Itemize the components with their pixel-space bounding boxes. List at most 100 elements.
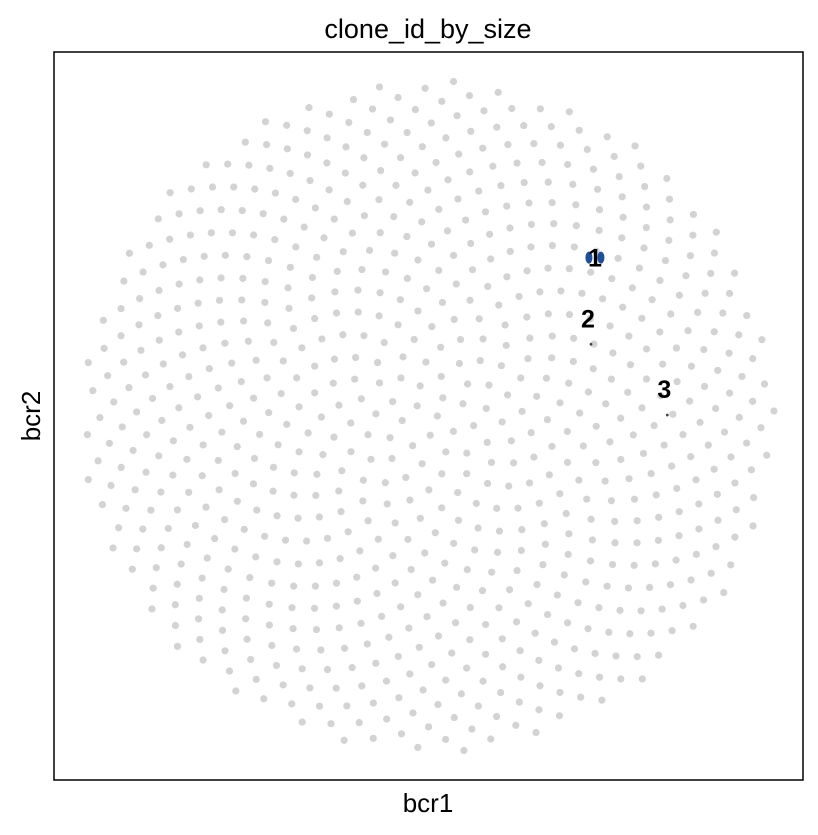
cell-point	[279, 357, 287, 365]
cell-point	[110, 398, 118, 406]
cell-point	[136, 295, 144, 303]
cell-point	[348, 229, 356, 237]
cell-point	[352, 353, 360, 362]
cell-point	[524, 355, 532, 363]
cell-point	[311, 582, 319, 590]
cell-point	[239, 274, 247, 282]
cell-point	[687, 576, 695, 584]
cell-point	[418, 460, 426, 468]
cell-point	[382, 677, 391, 685]
cell-point	[462, 216, 470, 224]
cell-point	[616, 606, 624, 614]
cell-point	[655, 513, 663, 521]
cell-point	[638, 675, 646, 683]
cell-point	[502, 341, 510, 350]
cell-point	[489, 162, 497, 170]
cell-point	[460, 746, 468, 755]
cell-point	[224, 565, 232, 573]
cell-point	[261, 298, 269, 307]
cell-point	[544, 610, 552, 619]
cell-point	[719, 309, 727, 317]
cell-point	[606, 322, 614, 330]
cell-point	[435, 266, 443, 274]
cell-point	[624, 584, 633, 592]
cell-point	[202, 161, 210, 169]
cell-point	[633, 652, 641, 661]
cell-point	[638, 404, 646, 412]
cell-point	[645, 583, 654, 592]
cell-point	[245, 161, 253, 169]
cell-point	[183, 540, 191, 549]
cell-point	[482, 404, 490, 413]
cell-point	[665, 236, 673, 244]
cell-point	[360, 154, 368, 162]
cell-point	[339, 248, 347, 256]
cell-point	[311, 314, 319, 323]
cell-point	[143, 431, 151, 439]
cell-point	[349, 95, 358, 104]
cell-point	[323, 134, 331, 142]
cell-point	[186, 423, 194, 431]
cell-point	[663, 174, 671, 183]
cell-point	[303, 151, 312, 159]
cell-point	[389, 552, 397, 560]
cell-point	[637, 162, 645, 170]
cell-point	[416, 514, 424, 522]
cell-point	[268, 579, 276, 587]
cell-point	[696, 418, 704, 426]
cell-point	[353, 597, 361, 605]
cell-point	[157, 544, 165, 552]
cell-point	[145, 241, 153, 249]
cell-point	[592, 422, 600, 430]
cell-point	[689, 210, 698, 219]
cell-point	[731, 479, 739, 487]
cell-point	[675, 508, 683, 516]
cell-point	[639, 449, 648, 458]
cell-point	[704, 441, 712, 449]
cell-point	[409, 442, 417, 450]
cell-point	[438, 470, 446, 478]
cell-point	[614, 254, 622, 262]
clone-1-point	[597, 251, 605, 264]
cell-point	[714, 366, 722, 375]
cell-point	[712, 404, 720, 413]
cell-point	[556, 141, 565, 149]
cell-point	[389, 398, 397, 406]
cell-point	[675, 291, 684, 299]
cell-point	[515, 292, 523, 301]
cell-point	[689, 231, 697, 239]
cell-point	[689, 622, 697, 630]
cell-point	[96, 414, 104, 422]
cell-point	[411, 105, 419, 114]
cell-point	[159, 360, 167, 368]
cell-point	[743, 311, 751, 320]
cell-point	[493, 548, 502, 556]
cell-point	[556, 490, 564, 498]
clone-label-2: 2	[581, 305, 595, 333]
cell-point	[290, 582, 298, 590]
cell-point	[363, 640, 371, 648]
cell-point	[590, 340, 598, 348]
cell-point	[673, 378, 681, 386]
cell-point	[598, 696, 606, 704]
cell-point	[611, 539, 619, 547]
cell-point	[501, 321, 509, 329]
cell-point	[442, 676, 450, 684]
cell-point	[221, 647, 229, 655]
cell-point	[770, 407, 778, 415]
cell-point	[304, 429, 312, 437]
cell-point	[550, 638, 559, 646]
cell-point	[294, 514, 302, 522]
cell-point	[100, 344, 108, 352]
cell-point	[448, 649, 456, 657]
cell-point	[483, 479, 492, 488]
cell-point	[533, 392, 541, 400]
cell-point	[544, 178, 552, 186]
cell-point	[760, 380, 769, 388]
cell-point	[331, 288, 339, 296]
cell-point	[525, 199, 533, 207]
cell-point	[339, 331, 347, 339]
cell-point	[313, 253, 321, 261]
cell-point	[618, 193, 626, 201]
